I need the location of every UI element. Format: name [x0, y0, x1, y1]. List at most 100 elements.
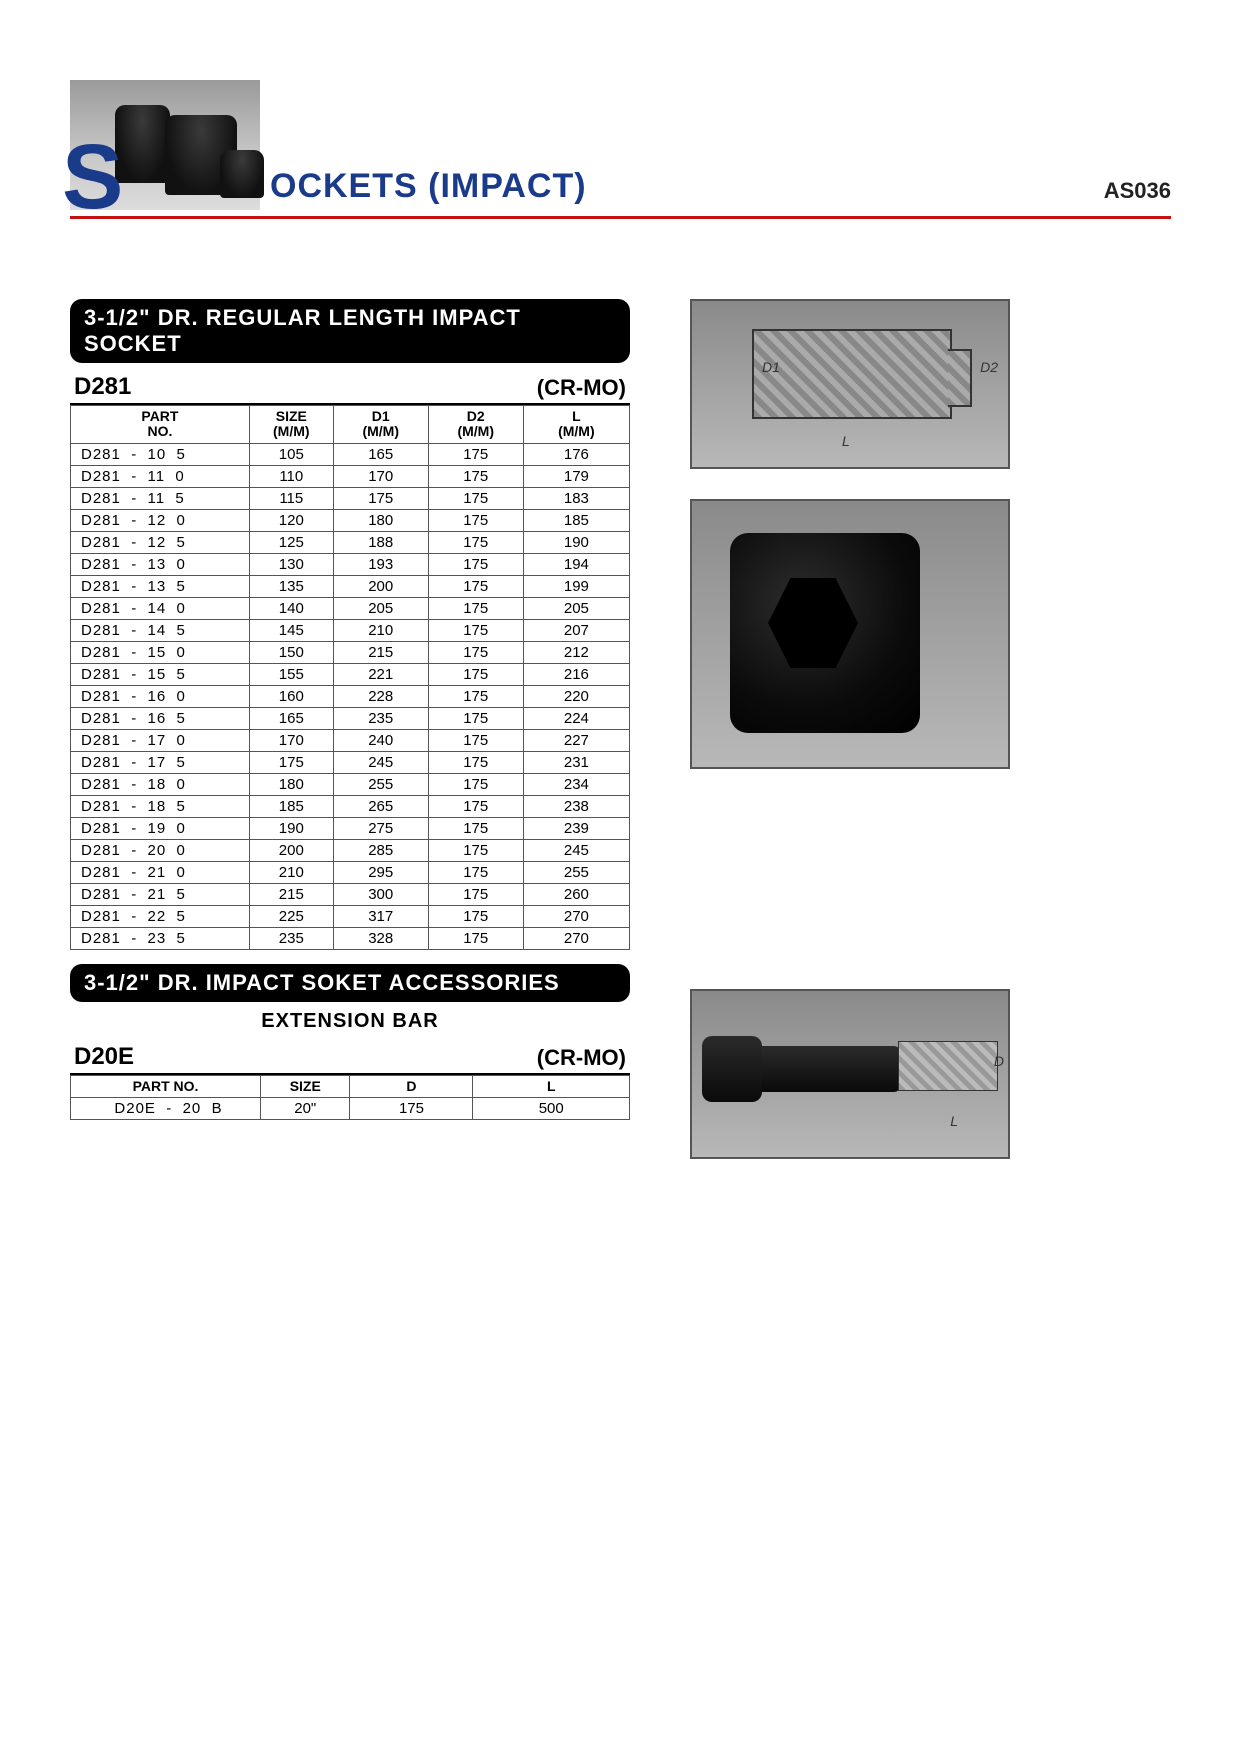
cell-l: 207 — [523, 619, 629, 641]
cell-d1: 275 — [333, 817, 428, 839]
col2-size: SIZE — [261, 1075, 350, 1097]
cell-l: 500 — [473, 1097, 630, 1119]
product-photo-extension-bar: L D — [690, 989, 1010, 1159]
table-row: D281 - 21 0210295175255 — [71, 861, 630, 883]
table-title-row-2: D20E (CR-MO) — [70, 1043, 630, 1075]
cell-part: D281 - 11 0 — [71, 465, 250, 487]
col-l: L(M/M) — [523, 406, 629, 444]
cell-l: 260 — [523, 883, 629, 905]
cell-part: D281 - 13 5 — [71, 575, 250, 597]
cell-size: 160 — [249, 685, 333, 707]
technical-diagram-socket: D1 D2 L — [690, 299, 1010, 469]
diagram-label-d: D — [994, 1053, 1004, 1069]
cell-size: 155 — [249, 663, 333, 685]
cell-size: 140 — [249, 597, 333, 619]
cell-part: D281 - 13 0 — [71, 553, 250, 575]
cell-l: 194 — [523, 553, 629, 575]
cell-d2: 175 — [428, 553, 523, 575]
cell-d2: 175 — [428, 751, 523, 773]
cell-l: 238 — [523, 795, 629, 817]
cell-d1: 215 — [333, 641, 428, 663]
cell-l: 190 — [523, 531, 629, 553]
cell-d2: 175 — [428, 729, 523, 751]
cell-d2: 175 — [428, 817, 523, 839]
cell-d1: 300 — [333, 883, 428, 905]
table-row: D281 - 23 5235328175270 — [71, 927, 630, 949]
cell-d1: 175 — [333, 487, 428, 509]
table-row: D281 - 14 0140205175205 — [71, 597, 630, 619]
cell-d2: 175 — [428, 663, 523, 685]
table-row: D281 - 21 5215300175260 — [71, 883, 630, 905]
cell-part: D281 - 20 0 — [71, 839, 250, 861]
cell-l: 205 — [523, 597, 629, 619]
cell-size: 130 — [249, 553, 333, 575]
cell-size: 110 — [249, 465, 333, 487]
cell-d1: 210 — [333, 619, 428, 641]
cell-part: D281 - 12 0 — [71, 509, 250, 531]
cell-d1: 165 — [333, 443, 428, 465]
cell-part: D281 - 15 5 — [71, 663, 250, 685]
table-row: D281 - 20 0200285175245 — [71, 839, 630, 861]
cell-size: 175 — [249, 751, 333, 773]
cell-size: 150 — [249, 641, 333, 663]
cell-d1: 200 — [333, 575, 428, 597]
cell-l: 231 — [523, 751, 629, 773]
cell-part: D281 - 22 5 — [71, 905, 250, 927]
cell-size: 120 — [249, 509, 333, 531]
cell-part: D281 - 14 5 — [71, 619, 250, 641]
sub-title-extension-bar: EXTENSION BAR — [70, 1010, 630, 1033]
cell-d2: 175 — [428, 883, 523, 905]
table-row: D281 - 16 5165235175224 — [71, 707, 630, 729]
cell-size: 180 — [249, 773, 333, 795]
extension-bar-table: PART NO. SIZE D L D20E - 20 B20"175500 — [70, 1075, 630, 1120]
cell-size: 105 — [249, 443, 333, 465]
table-row: D281 - 17 5175245175231 — [71, 751, 630, 773]
cell-size: 20" — [261, 1097, 350, 1119]
col-d2: D2(M/M) — [428, 406, 523, 444]
cell-part: D281 - 10 5 — [71, 443, 250, 465]
logo-block: S OCKETS (IMPACT) — [70, 80, 587, 210]
model-code-d20e: D20E — [74, 1043, 134, 1071]
cell-part: D281 - 12 5 — [71, 531, 250, 553]
cell-d1: 265 — [333, 795, 428, 817]
cell-d1: 170 — [333, 465, 428, 487]
section-heading-impact-socket: 3-1/2" DR. REGULAR LENGTH IMPACT SOCKET — [70, 299, 630, 363]
cell-d1: 245 — [333, 751, 428, 773]
cell-part: D281 - 19 0 — [71, 817, 250, 839]
table-title-row: D281 (CR-MO) — [70, 373, 630, 405]
cell-d1: 240 — [333, 729, 428, 751]
cell-d2: 175 — [428, 487, 523, 509]
cell-size: 145 — [249, 619, 333, 641]
cell-l: 270 — [523, 927, 629, 949]
material-label-2: (CR-MO) — [537, 1045, 626, 1071]
cell-d2: 175 — [428, 619, 523, 641]
cell-l: 220 — [523, 685, 629, 707]
table-row: D281 - 17 0170240175227 — [71, 729, 630, 751]
section-heading-accessories: 3-1/2" DR. IMPACT SOKET ACCESSORIES — [70, 964, 630, 1002]
table-row: D281 - 16 0160228175220 — [71, 685, 630, 707]
col2-part: PART NO. — [71, 1075, 261, 1097]
cell-part: D281 - 14 0 — [71, 597, 250, 619]
cell-d2: 175 — [428, 773, 523, 795]
cell-l: 227 — [523, 729, 629, 751]
cell-d1: 255 — [333, 773, 428, 795]
cell-d2: 175 — [428, 509, 523, 531]
cell-size: 135 — [249, 575, 333, 597]
cell-part: D281 - 18 5 — [71, 795, 250, 817]
col-size: SIZE(M/M) — [249, 406, 333, 444]
diagram-label-l: L — [842, 433, 850, 449]
col-d1: D1(M/M) — [333, 406, 428, 444]
table-row: D281 - 15 0150215175212 — [71, 641, 630, 663]
table-row: D20E - 20 B20"175500 — [71, 1097, 630, 1119]
table-row: D281 - 14 5145210175207 — [71, 619, 630, 641]
title-letter-s: S — [62, 125, 123, 230]
diagram-label-d1: D1 — [762, 359, 780, 375]
cell-d: 175 — [350, 1097, 473, 1119]
table-row: D281 - 10 5105165175176 — [71, 443, 630, 465]
model-code-d281: D281 — [74, 373, 131, 401]
socket-icon — [220, 150, 264, 198]
cell-l: 199 — [523, 575, 629, 597]
cell-d2: 175 — [428, 905, 523, 927]
cell-d2: 175 — [428, 465, 523, 487]
col2-d: D — [350, 1075, 473, 1097]
